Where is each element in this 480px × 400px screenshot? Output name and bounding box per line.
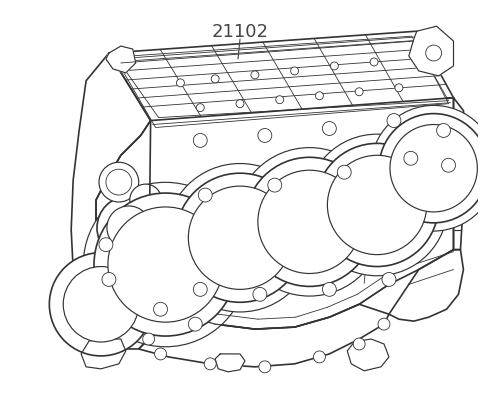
Ellipse shape — [353, 338, 365, 350]
Ellipse shape — [315, 92, 324, 100]
Text: 21102: 21102 — [212, 23, 268, 41]
Ellipse shape — [107, 206, 151, 250]
Polygon shape — [109, 31, 454, 120]
Ellipse shape — [204, 358, 216, 370]
Ellipse shape — [196, 104, 204, 112]
Polygon shape — [116, 37, 448, 128]
Ellipse shape — [188, 317, 202, 331]
Ellipse shape — [193, 134, 207, 147]
Ellipse shape — [177, 79, 184, 87]
Ellipse shape — [442, 158, 456, 172]
Polygon shape — [139, 299, 389, 367]
Ellipse shape — [378, 318, 390, 330]
Ellipse shape — [315, 143, 439, 266]
Ellipse shape — [251, 71, 259, 79]
Ellipse shape — [49, 253, 153, 356]
Ellipse shape — [106, 169, 132, 195]
Ellipse shape — [188, 186, 292, 289]
Ellipse shape — [236, 100, 244, 108]
Ellipse shape — [198, 188, 212, 202]
Ellipse shape — [130, 184, 162, 216]
Ellipse shape — [97, 196, 160, 260]
Ellipse shape — [404, 151, 418, 165]
Polygon shape — [96, 98, 454, 329]
Polygon shape — [389, 250, 463, 321]
Ellipse shape — [193, 282, 207, 296]
Polygon shape — [71, 53, 151, 349]
Ellipse shape — [166, 164, 314, 312]
Ellipse shape — [143, 333, 155, 345]
Ellipse shape — [235, 148, 384, 296]
Ellipse shape — [371, 106, 480, 231]
Ellipse shape — [211, 75, 219, 83]
Polygon shape — [76, 31, 454, 354]
Ellipse shape — [245, 157, 374, 286]
Ellipse shape — [370, 58, 378, 66]
Ellipse shape — [102, 272, 116, 286]
Ellipse shape — [259, 361, 271, 373]
Ellipse shape — [395, 84, 403, 92]
Ellipse shape — [276, 96, 284, 104]
Ellipse shape — [258, 170, 361, 274]
Polygon shape — [409, 26, 454, 76]
Ellipse shape — [313, 351, 325, 363]
Ellipse shape — [330, 62, 338, 70]
Ellipse shape — [94, 193, 237, 336]
Ellipse shape — [84, 182, 248, 347]
Ellipse shape — [323, 122, 336, 136]
Ellipse shape — [437, 124, 451, 138]
Ellipse shape — [176, 173, 304, 302]
Ellipse shape — [268, 178, 282, 192]
Polygon shape — [81, 339, 126, 369]
Ellipse shape — [108, 207, 223, 322]
Ellipse shape — [382, 272, 396, 286]
Ellipse shape — [63, 266, 139, 342]
Polygon shape — [347, 339, 389, 371]
Ellipse shape — [390, 124, 477, 212]
Ellipse shape — [291, 67, 299, 75]
Ellipse shape — [253, 287, 267, 301]
Ellipse shape — [155, 348, 167, 360]
Polygon shape — [106, 46, 136, 73]
Ellipse shape — [154, 302, 168, 316]
Ellipse shape — [355, 88, 363, 96]
Polygon shape — [116, 36, 448, 118]
Ellipse shape — [426, 45, 442, 61]
Ellipse shape — [306, 134, 448, 276]
Ellipse shape — [323, 282, 336, 296]
Ellipse shape — [337, 165, 351, 179]
Polygon shape — [215, 354, 245, 372]
Ellipse shape — [99, 238, 113, 252]
Ellipse shape — [327, 155, 427, 255]
Polygon shape — [454, 98, 467, 250]
Ellipse shape — [379, 114, 480, 223]
Ellipse shape — [258, 128, 272, 142]
Ellipse shape — [387, 114, 401, 128]
Ellipse shape — [99, 162, 139, 202]
